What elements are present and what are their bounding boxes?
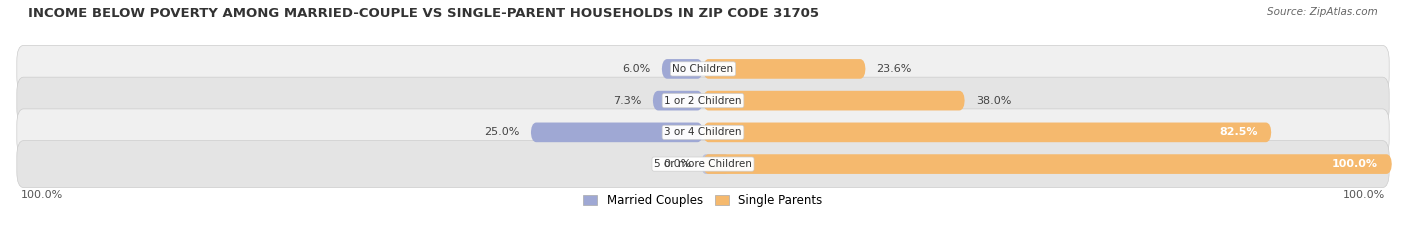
FancyBboxPatch shape [703, 59, 866, 79]
Text: 6.0%: 6.0% [623, 64, 651, 74]
FancyBboxPatch shape [531, 123, 703, 142]
FancyBboxPatch shape [703, 154, 1392, 174]
Text: 100.0%: 100.0% [1331, 159, 1378, 169]
Text: No Children: No Children [672, 64, 734, 74]
Text: 100.0%: 100.0% [1343, 190, 1385, 200]
FancyBboxPatch shape [702, 154, 730, 174]
Text: 3 or 4 Children: 3 or 4 Children [664, 127, 742, 137]
Text: INCOME BELOW POVERTY AMONG MARRIED-COUPLE VS SINGLE-PARENT HOUSEHOLDS IN ZIP COD: INCOME BELOW POVERTY AMONG MARRIED-COUPL… [28, 7, 820, 20]
Text: 100.0%: 100.0% [21, 190, 63, 200]
Text: Source: ZipAtlas.com: Source: ZipAtlas.com [1267, 7, 1378, 17]
Text: 23.6%: 23.6% [876, 64, 912, 74]
FancyBboxPatch shape [703, 91, 965, 110]
Text: 7.3%: 7.3% [613, 96, 641, 106]
FancyBboxPatch shape [652, 91, 703, 110]
FancyBboxPatch shape [662, 59, 703, 79]
Text: 82.5%: 82.5% [1219, 127, 1257, 137]
FancyBboxPatch shape [17, 109, 1389, 156]
Legend: Married Couples, Single Parents: Married Couples, Single Parents [579, 190, 827, 212]
Text: 5 or more Children: 5 or more Children [654, 159, 752, 169]
Text: 38.0%: 38.0% [976, 96, 1011, 106]
FancyBboxPatch shape [17, 140, 1389, 188]
FancyBboxPatch shape [17, 45, 1389, 93]
Text: 0.0%: 0.0% [664, 159, 692, 169]
FancyBboxPatch shape [17, 77, 1389, 124]
FancyBboxPatch shape [703, 123, 1271, 142]
Text: 25.0%: 25.0% [484, 127, 520, 137]
Text: 1 or 2 Children: 1 or 2 Children [664, 96, 742, 106]
